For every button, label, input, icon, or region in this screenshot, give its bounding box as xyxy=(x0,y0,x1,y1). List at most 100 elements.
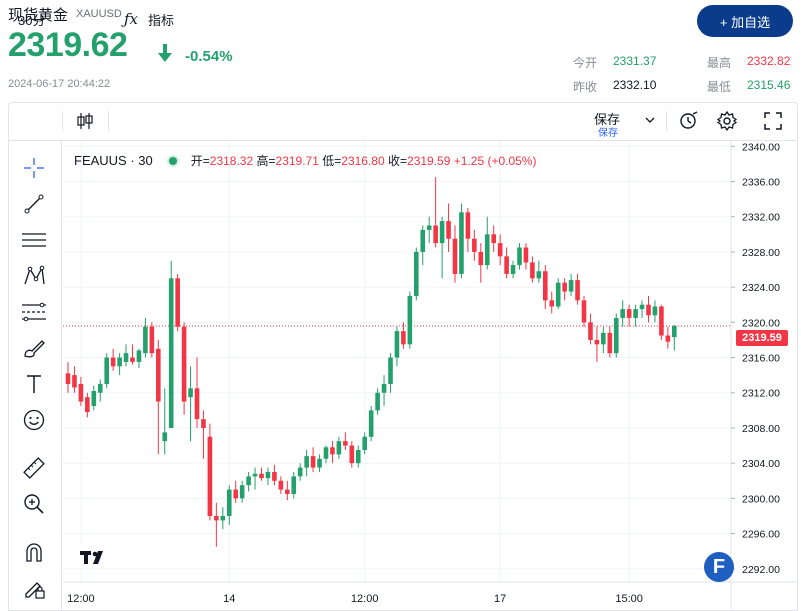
brush-icon[interactable] xyxy=(14,334,54,362)
candle-body xyxy=(78,383,84,402)
interval-button[interactable]: 30分 xyxy=(18,12,46,28)
candle-body xyxy=(297,467,303,477)
candle-body xyxy=(491,234,496,244)
y-tick-label: 2320.00 xyxy=(742,317,780,329)
fullscreen-icon[interactable] xyxy=(762,110,784,132)
candle-body xyxy=(168,278,174,428)
candle-body xyxy=(497,243,503,257)
candle-body xyxy=(626,309,632,318)
candle-body xyxy=(349,445,355,464)
legend-low-label: 低= xyxy=(322,154,342,168)
save-sublabel: 保存 xyxy=(598,128,618,139)
legend-high: 2319.71 xyxy=(275,154,319,168)
candle-body xyxy=(659,306,664,336)
candle-body xyxy=(130,357,135,362)
candle-body xyxy=(259,473,264,479)
legend-close-label: 收= xyxy=(388,154,408,168)
alert-icon[interactable] xyxy=(678,110,700,132)
horizontal-lines-icon[interactable] xyxy=(14,226,54,254)
watermark-logo: F xyxy=(704,552,734,582)
change-percent: -0.54% xyxy=(185,48,233,65)
pattern-icon[interactable] xyxy=(14,262,54,290)
candle-body xyxy=(472,238,477,252)
magnet-icon[interactable] xyxy=(14,538,54,566)
candle-body xyxy=(291,476,297,494)
candle-body xyxy=(272,471,277,481)
ruler-icon[interactable] xyxy=(14,454,54,482)
candle-body xyxy=(375,392,380,411)
y-tick-label: 2324.00 xyxy=(742,282,780,294)
candle-body xyxy=(530,262,535,279)
fib-icon[interactable] xyxy=(14,298,54,326)
high-value: 2332.82 xyxy=(747,54,791,68)
x-tick-label: 14 xyxy=(223,593,235,605)
candle-body xyxy=(401,331,406,345)
y-tick-label: 2296.00 xyxy=(742,529,780,541)
y-tick-label: 2336.00 xyxy=(742,176,780,188)
indicators-button[interactable]: 指标 xyxy=(148,12,175,28)
candle-body xyxy=(588,322,593,340)
emoji-icon[interactable] xyxy=(14,406,54,434)
save-button[interactable]: 保存 xyxy=(594,112,621,127)
candle-body xyxy=(104,357,109,384)
candle-body xyxy=(285,489,290,494)
candle-body xyxy=(672,325,677,338)
candle-body xyxy=(162,432,168,442)
candle-body xyxy=(407,295,413,345)
ohlc-legend: FEAUUS · 30 开=2318.32 高=2319.71 低=2316.80… xyxy=(74,152,536,169)
candle-body xyxy=(65,373,71,384)
candle-body xyxy=(123,353,129,362)
trendline-icon[interactable] xyxy=(14,190,54,218)
candle-body xyxy=(110,357,116,367)
gear-icon[interactable] xyxy=(716,110,738,132)
candle-body xyxy=(394,331,400,358)
candle-body xyxy=(575,280,580,301)
lock-pencil-icon[interactable] xyxy=(14,574,54,602)
candle-body xyxy=(465,212,471,239)
prev-close-label: 昨收 xyxy=(573,80,598,94)
candle-body xyxy=(175,278,180,327)
y-tick-label: 2300.00 xyxy=(742,493,780,505)
toolbar-divider xyxy=(62,111,63,131)
legend-open-label: 开= xyxy=(190,154,210,168)
low-value: 2315.46 xyxy=(747,78,791,92)
chevron-down-icon[interactable] xyxy=(644,116,656,124)
add-to-watchlist-button[interactable]: + 加自选 xyxy=(697,5,793,37)
candle-body xyxy=(239,485,245,499)
candle-body xyxy=(72,375,77,388)
legend-close: 2319.59 xyxy=(407,154,451,168)
timestamp: 2024-06-17 20:44:22 xyxy=(8,78,111,90)
chart-toolbar xyxy=(8,102,798,140)
candle-body xyxy=(633,309,638,318)
candle-body xyxy=(149,326,155,354)
candle-body xyxy=(523,247,529,263)
candle-body xyxy=(156,348,161,402)
price-chart[interactable]: 2340.00 2336.00 2332.00 2328.00 2324.00 2320.… xyxy=(63,141,797,609)
candle-body xyxy=(613,317,619,354)
candle-body xyxy=(97,383,103,393)
zoom-in-icon[interactable] xyxy=(14,490,54,518)
tradingview-logo xyxy=(78,546,110,568)
text-icon[interactable] xyxy=(14,370,54,398)
candle-body xyxy=(252,473,258,477)
candles-icon[interactable] xyxy=(76,111,94,131)
instrument-title: 现货黄金 xyxy=(8,7,69,24)
candle-body xyxy=(220,515,226,521)
candle-body xyxy=(517,247,522,266)
candle-body xyxy=(665,335,671,342)
candle-body xyxy=(594,339,600,345)
candle-body xyxy=(439,221,445,244)
y-tick-label: 2304.00 xyxy=(742,458,780,470)
candle-body xyxy=(601,332,606,345)
current-price-label: 2319.59 xyxy=(736,330,788,346)
crosshair-icon[interactable] xyxy=(14,154,54,182)
toolbar-divider xyxy=(108,111,109,131)
fx-icon[interactable]: ƒx xyxy=(124,10,139,28)
candle-body xyxy=(562,282,567,292)
candle-body xyxy=(536,271,542,279)
candle-body xyxy=(355,449,361,464)
candle-body xyxy=(343,441,348,446)
x-tick-label: 17 xyxy=(494,593,506,605)
legend-symbol[interactable]: FEAUUS · 30 xyxy=(74,153,153,168)
candle-body xyxy=(420,229,426,252)
